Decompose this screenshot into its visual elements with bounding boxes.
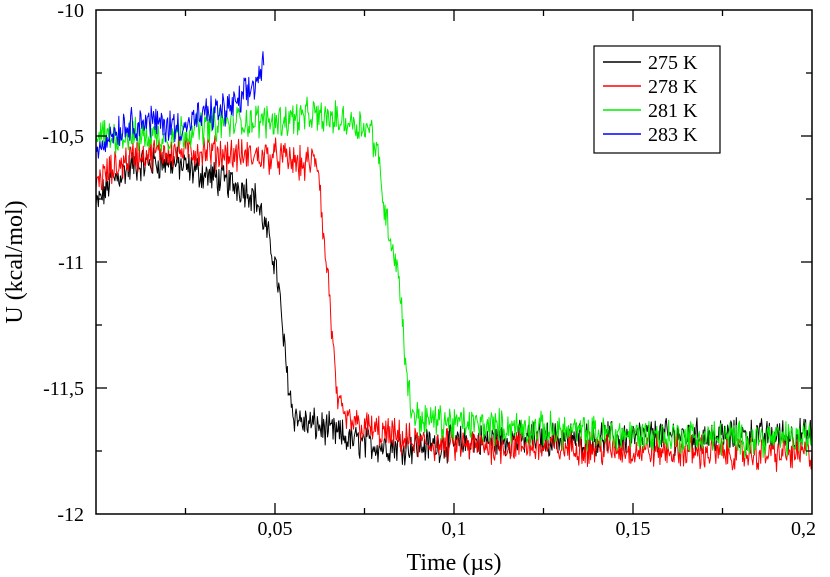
ticks-layer [96, 10, 812, 514]
y-tick-label: -10,5 [42, 126, 84, 148]
y-tick-label: -12 [57, 504, 84, 526]
series-line-283-k [96, 51, 265, 159]
legend-label-281-k: 281 K [648, 100, 698, 122]
series-layer [96, 51, 812, 472]
series-line-281-k [96, 96, 812, 459]
y-tick-label: -10 [57, 0, 84, 22]
y-axis-title: U (kcal/mol) [2, 200, 28, 323]
y-tick-label: -11,5 [43, 378, 84, 400]
x-tick-label: 0,05 [258, 518, 293, 540]
x-tick-label: 0,2 [791, 518, 816, 540]
legend-label-283-k: 283 K [648, 124, 698, 146]
tick-labels-layer: 0,05 0,1 0,15 0,2 -10 -10,5 -11 -11,5 -12 [42, 0, 816, 540]
x-tick-label: 0,15 [616, 518, 651, 540]
legend-box [593, 45, 721, 154]
legend-label-278-k: 278 K [648, 76, 698, 98]
y-tick-label: -11 [58, 252, 84, 274]
legend-label-275-k: 275 K [648, 52, 698, 74]
x-axis-title: Time (µs) [407, 550, 502, 576]
series-line-278-k [96, 133, 812, 472]
x-tick-label: 0,1 [442, 518, 467, 540]
